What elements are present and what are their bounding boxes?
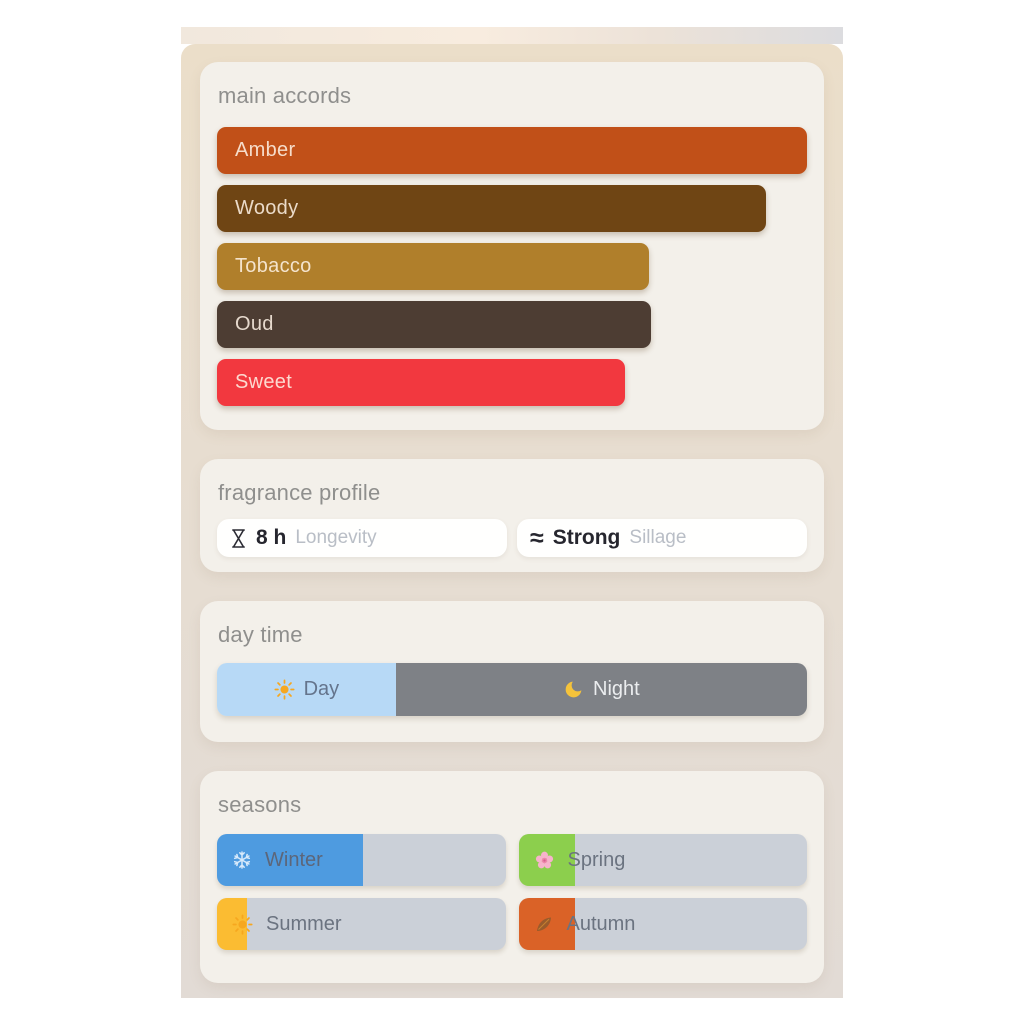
accord-label: Woody (235, 197, 299, 219)
snowflake-icon (232, 850, 252, 870)
daytime-label: Night (593, 678, 640, 700)
accord-bar-tobacco[interactable]: Tobacco (217, 243, 650, 290)
accord-label: Oud (235, 313, 274, 335)
seasons-title: seasons (218, 792, 302, 817)
sillage-pill: ≈ Strong Sillage (517, 519, 807, 557)
status-bar-strip (181, 27, 843, 44)
longevity-pill: 8 h Longevity (217, 519, 507, 557)
sillage-label: Sillage (629, 527, 687, 548)
accord-label: Sweet (235, 371, 293, 393)
accord-label: Amber (235, 139, 296, 161)
longevity-label: Longevity (295, 527, 377, 548)
season-bar-spring: Spring (518, 834, 808, 886)
main-accords-card: main accords Amber Woody Tobacco Oud Sweet (200, 62, 824, 430)
longevity-value: 8 h (256, 526, 287, 549)
season-content: Spring (519, 834, 808, 886)
app-screenshot: main accords Amber Woody Tobacco Oud Sweet f… (181, 27, 843, 998)
hourglass-icon (230, 528, 247, 549)
day-night-bar: Day Night (217, 663, 807, 716)
season-label: Autumn (566, 912, 636, 935)
accords-list: Amber Woody Tobacco Oud Sweet (217, 127, 807, 406)
leaf-icon (534, 914, 554, 934)
day-time-card: day time Day Night (200, 601, 824, 742)
blossom-icon (534, 850, 555, 871)
daytime-segment-night: Night (395, 663, 807, 716)
daytime-segment-day: Day (217, 663, 396, 716)
accord-bar-sweet[interactable]: Sweet (217, 359, 626, 406)
season-content: Winter (217, 834, 506, 886)
season-bar-winter: Winter (217, 834, 506, 886)
moon-icon (563, 679, 584, 700)
waves-icon: ≈ (530, 523, 544, 552)
accord-label: Tobacco (235, 255, 312, 277)
day-time-title: day time (218, 622, 303, 647)
main-accords-title: main accords (218, 83, 352, 108)
sun-icon (232, 913, 253, 935)
seasons-grid: Winter Spring Summer Autumn (217, 834, 807, 950)
profile-pill-row: 8 h Longevity ≈ Strong Sillage (217, 519, 807, 557)
season-bar-summer: Summer (217, 898, 506, 950)
sun-icon (274, 679, 295, 700)
sillage-value: Strong (552, 526, 621, 549)
seasons-card: seasons Winter Spring Summer Autumn (200, 771, 824, 983)
content-sheet: main accords Amber Woody Tobacco Oud Sweet f… (181, 44, 843, 998)
accord-bar-woody[interactable]: Woody (217, 185, 766, 232)
fragrance-profile-card: fragrance profile 8 h Longevity ≈ (200, 459, 824, 572)
fragrance-profile-title: fragrance profile (218, 480, 381, 505)
season-label: Winter (265, 848, 323, 871)
season-label: Spring (567, 848, 626, 871)
accord-bar-oud[interactable]: Oud (217, 301, 651, 348)
accord-bar-amber[interactable]: Amber (217, 127, 807, 174)
season-content: Summer (217, 898, 506, 950)
season-label: Summer (266, 912, 342, 935)
season-content: Autumn (519, 898, 808, 950)
daytime-label: Day (303, 678, 340, 700)
season-bar-autumn: Autumn (518, 898, 808, 950)
